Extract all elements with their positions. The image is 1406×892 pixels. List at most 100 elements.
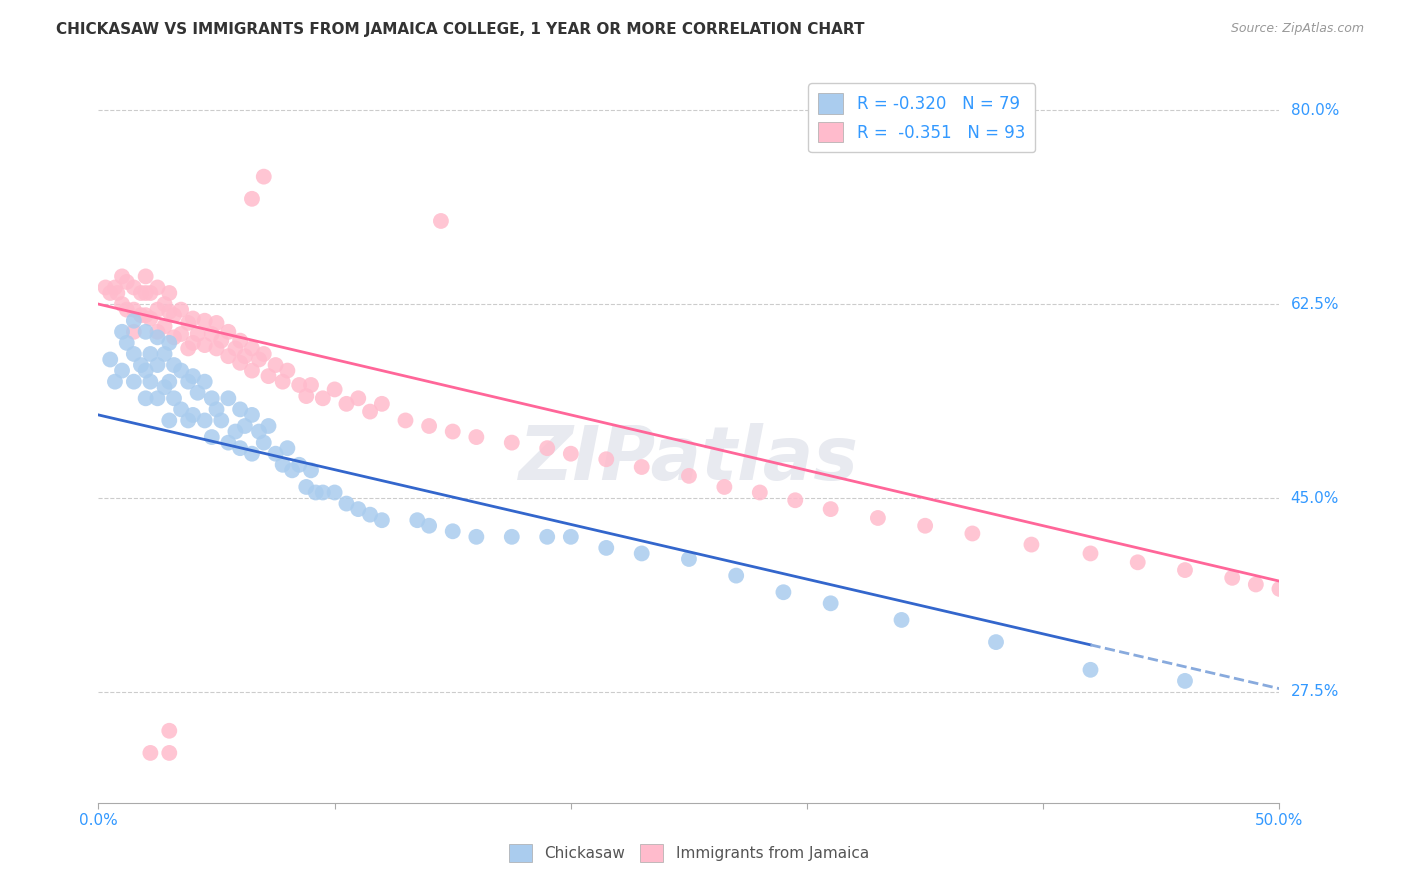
Point bbox=[194, 375, 217, 389]
Text: 45.0%: 45.0% bbox=[1291, 491, 1339, 506]
Point bbox=[157, 285, 180, 300]
Point bbox=[866, 511, 889, 525]
Point bbox=[163, 358, 186, 372]
Point bbox=[725, 568, 748, 582]
Point bbox=[257, 419, 280, 434]
Text: CHICKASAW VS IMMIGRANTS FROM JAMAICA COLLEGE, 1 YEAR OR MORE CORRELATION CHART: CHICKASAW VS IMMIGRANTS FROM JAMAICA COL… bbox=[56, 22, 865, 37]
Point bbox=[418, 518, 440, 533]
Point bbox=[181, 408, 204, 422]
Point bbox=[139, 746, 162, 760]
Point bbox=[418, 419, 440, 434]
Point bbox=[229, 402, 252, 417]
Point bbox=[630, 460, 652, 475]
Point bbox=[104, 375, 127, 389]
Point bbox=[536, 530, 558, 544]
Point bbox=[441, 524, 464, 539]
Point bbox=[115, 302, 138, 317]
Point bbox=[501, 435, 523, 450]
Point bbox=[271, 458, 294, 472]
Point bbox=[465, 430, 488, 444]
Point bbox=[201, 326, 224, 341]
Point bbox=[1268, 582, 1291, 596]
Point bbox=[122, 325, 145, 339]
Point bbox=[240, 192, 263, 206]
Point bbox=[1021, 538, 1043, 552]
Point bbox=[430, 214, 453, 228]
Point bbox=[157, 335, 180, 350]
Point bbox=[501, 530, 523, 544]
Point bbox=[157, 413, 180, 427]
Point bbox=[678, 468, 700, 483]
Point bbox=[135, 363, 157, 377]
Point bbox=[209, 334, 232, 348]
Point bbox=[820, 596, 842, 610]
Point bbox=[135, 392, 157, 406]
Point bbox=[962, 526, 984, 541]
Point bbox=[217, 435, 239, 450]
Point bbox=[441, 425, 464, 439]
Point bbox=[371, 397, 394, 411]
Point bbox=[146, 392, 169, 406]
Point bbox=[104, 280, 127, 294]
Point bbox=[163, 392, 186, 406]
Point bbox=[264, 358, 287, 372]
Point bbox=[129, 358, 152, 372]
Point bbox=[264, 447, 287, 461]
Point bbox=[271, 375, 294, 389]
Point bbox=[157, 723, 180, 738]
Point bbox=[820, 502, 842, 516]
Point bbox=[201, 392, 224, 406]
Point bbox=[217, 392, 239, 406]
Point bbox=[276, 441, 298, 455]
Point bbox=[560, 530, 582, 544]
Point bbox=[1080, 546, 1102, 560]
Point bbox=[135, 308, 157, 322]
Point bbox=[335, 397, 357, 411]
Point bbox=[146, 358, 169, 372]
Point bbox=[359, 508, 381, 522]
Point bbox=[240, 447, 263, 461]
Point bbox=[105, 285, 128, 300]
Point bbox=[305, 485, 328, 500]
Point bbox=[890, 613, 912, 627]
Point bbox=[312, 392, 335, 406]
Point bbox=[129, 308, 152, 322]
Point bbox=[224, 342, 246, 356]
Point bbox=[257, 369, 280, 384]
Point bbox=[122, 280, 145, 294]
Point bbox=[194, 314, 217, 328]
Point bbox=[748, 485, 770, 500]
Point bbox=[914, 518, 936, 533]
Point bbox=[229, 356, 252, 370]
Point bbox=[240, 408, 263, 422]
Point bbox=[253, 435, 276, 450]
Point bbox=[1126, 555, 1149, 569]
Point bbox=[194, 413, 217, 427]
Point bbox=[177, 316, 200, 330]
Text: 27.5%: 27.5% bbox=[1291, 684, 1339, 699]
Point bbox=[135, 325, 157, 339]
Point bbox=[1244, 577, 1267, 591]
Point bbox=[146, 302, 169, 317]
Point bbox=[1080, 663, 1102, 677]
Text: ZIPatlas: ZIPatlas bbox=[519, 423, 859, 496]
Point bbox=[323, 485, 346, 500]
Point bbox=[295, 389, 318, 403]
Text: 80.0%: 80.0% bbox=[1291, 103, 1339, 118]
Point bbox=[153, 347, 176, 361]
Point bbox=[187, 385, 209, 400]
Point bbox=[630, 546, 652, 560]
Point bbox=[115, 275, 138, 289]
Point bbox=[984, 635, 1007, 649]
Point bbox=[122, 302, 145, 317]
Text: Source: ZipAtlas.com: Source: ZipAtlas.com bbox=[1230, 22, 1364, 36]
Point bbox=[111, 363, 134, 377]
Point bbox=[1174, 563, 1197, 577]
Point bbox=[139, 311, 162, 326]
Point bbox=[288, 458, 311, 472]
Point bbox=[122, 375, 145, 389]
Point bbox=[139, 285, 162, 300]
Point bbox=[98, 285, 121, 300]
Point bbox=[181, 311, 204, 326]
Point bbox=[560, 447, 582, 461]
